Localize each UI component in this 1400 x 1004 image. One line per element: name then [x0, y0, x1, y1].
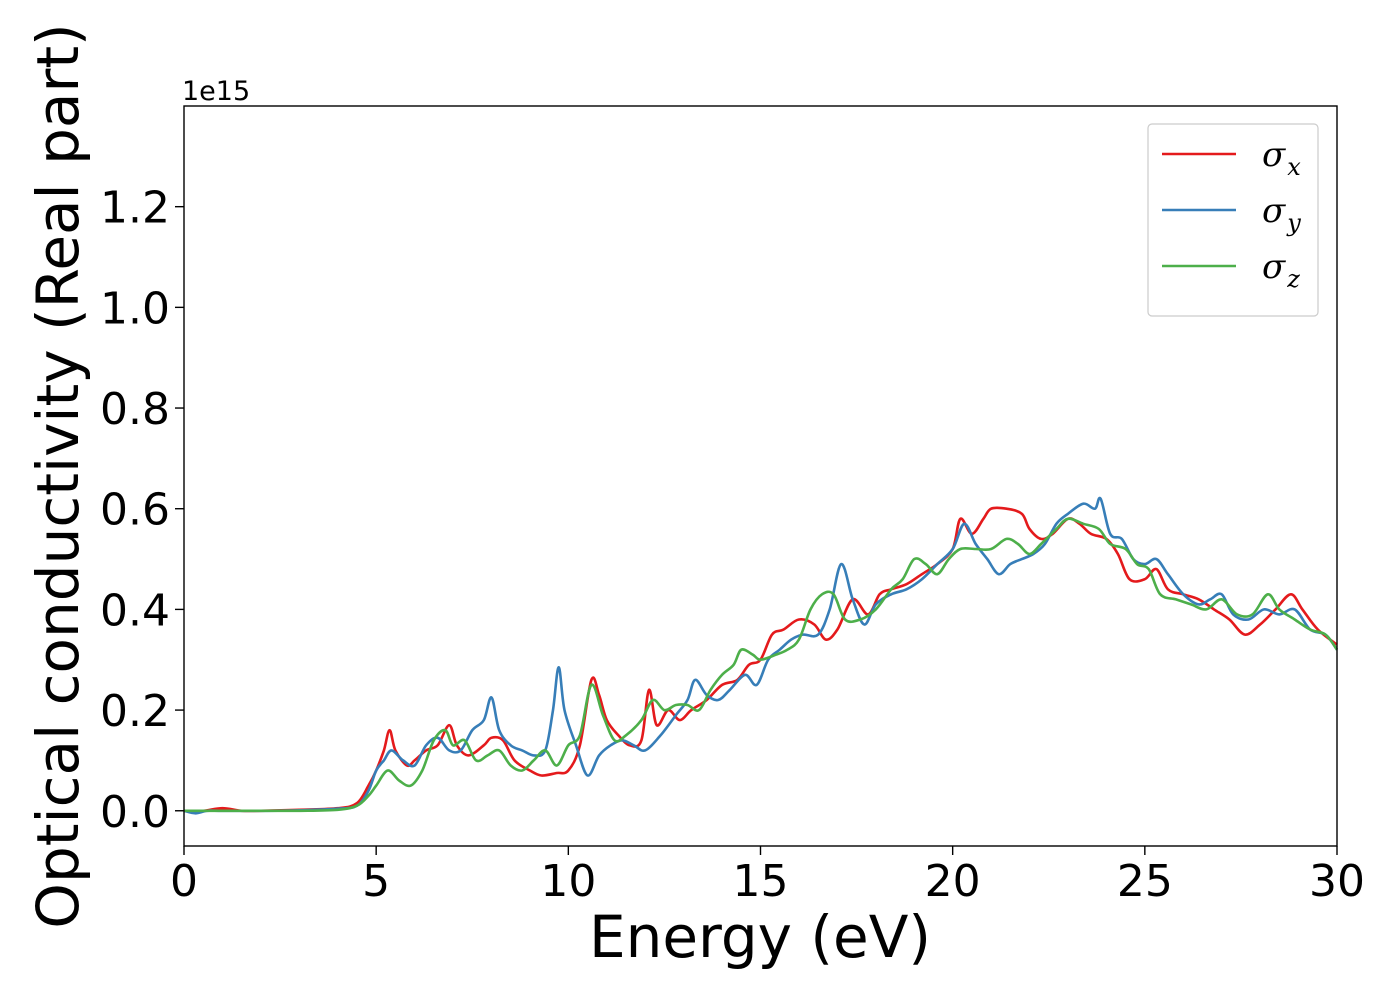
- legend-frame: [1147, 123, 1319, 317]
- x-tick-label: 10: [540, 856, 596, 907]
- x-tick-label: 0: [170, 856, 198, 907]
- y-tick-label: 0.2: [100, 686, 170, 737]
- x-tick-label: 30: [1309, 856, 1365, 907]
- x-axis-label: Energy (eV): [589, 903, 931, 971]
- y-tick-label: 0.4: [100, 585, 170, 636]
- y-tick-label: 0.6: [100, 485, 170, 536]
- x-tick-label: 5: [362, 856, 390, 907]
- x-tick-label: 25: [1117, 856, 1173, 907]
- y-tick-label: 1.0: [100, 283, 170, 334]
- x-tick-label: 15: [733, 856, 789, 907]
- series-line-z: [184, 517, 1339, 813]
- x-tick-label: 20: [925, 856, 981, 907]
- series-layer: [183, 496, 1339, 815]
- y-axis-label: Optical conductivity (Real part): [24, 23, 92, 928]
- y-tick-label: 0.8: [100, 384, 170, 435]
- tick-layer: 0 5 10 15 20 25 30 0.0 0.2 0.4 0.6 0.8 1.0 1.2: [100, 183, 1365, 907]
- y-tick-label: 1.2: [100, 183, 170, 234]
- y-tick-label: 0.0: [100, 787, 170, 838]
- y-offset-label: 1e15: [182, 76, 250, 107]
